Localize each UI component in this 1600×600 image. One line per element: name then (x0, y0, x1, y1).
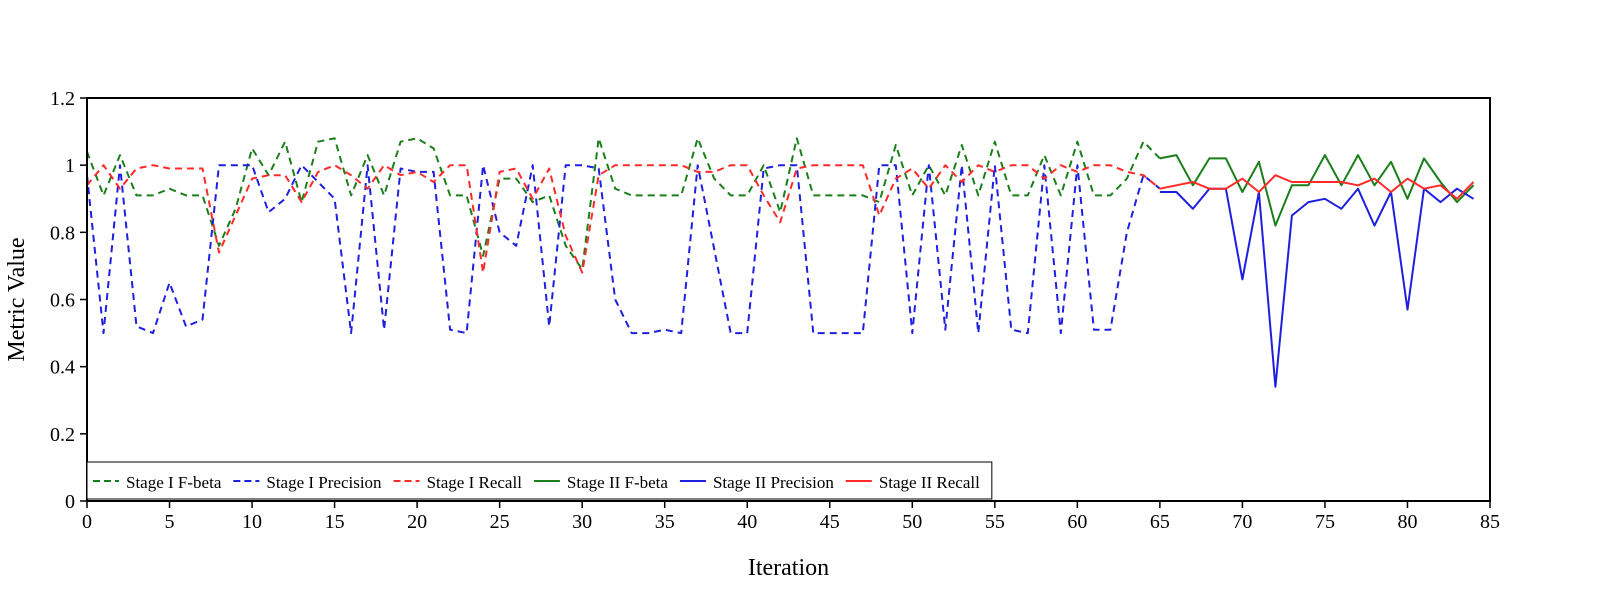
x-tick-label: 40 (737, 511, 757, 533)
series-line-stage-i-precision (86, 164, 1161, 335)
plot-area-frame (86, 97, 1491, 502)
x-tick-label: 25 (490, 511, 510, 533)
x-tick-label: 70 (1232, 511, 1252, 533)
series-line-stage-ii-precision (1159, 187, 1475, 388)
y-tick-label: 0.2 (50, 424, 75, 446)
y-axis-title: Metric Value (4, 237, 30, 361)
x-tick-label: 30 (572, 511, 592, 533)
y-axis: 0 0.2 0.4 0.6 0.8 1 1.2 (50, 88, 87, 513)
legend-label-stage-ii-f-beta: Stage II F-beta (567, 473, 668, 492)
x-tick-label: 55 (985, 511, 1005, 533)
y-tick-label: 1 (65, 155, 75, 177)
legend: Stage I F-beta Stage I Precision Stage I R… (86, 461, 993, 500)
x-tick-label: 0 (82, 511, 92, 533)
x-tick-label: 65 (1150, 511, 1170, 533)
y-tick-label: 0.6 (50, 290, 75, 312)
x-tick-label: 85 (1480, 511, 1500, 533)
x-axis-title: Iteration (748, 555, 829, 581)
legend-label-stage-i-recall: Stage I Recall (427, 473, 523, 492)
y-tick-label: 0.8 (50, 222, 75, 244)
x-tick-label: 10 (242, 511, 262, 533)
series-line-stage-i-recall (86, 164, 1161, 274)
x-tick-label: 20 (407, 511, 427, 533)
x-tick-label: 80 (1397, 511, 1417, 533)
series-line-stage-ii-recall (1159, 174, 1475, 200)
x-tick-label: 60 (1067, 511, 1087, 533)
x-axis: 0 5 10 15 20 25 30 35 40 45 50 55 60 65 70 75 80 85 (82, 501, 1500, 533)
x-tick-label: 15 (325, 511, 345, 533)
x-tick-label: 45 (820, 511, 840, 533)
y-tick-label: 1.2 (50, 88, 75, 110)
x-tick-label: 50 (902, 511, 922, 533)
series-line-stage-i-f-beta (86, 137, 1161, 271)
legend-label-stage-i-precision: Stage I Precision (266, 473, 382, 492)
x-tick-label: 35 (655, 511, 675, 533)
legend-label-stage-ii-recall: Stage II Recall (879, 473, 980, 492)
series-layer (86, 137, 1475, 388)
series-line-stage-ii-f-beta (1159, 154, 1475, 227)
legend-label-stage-ii-precision: Stage II Precision (713, 473, 834, 492)
x-tick-label: 5 (165, 511, 175, 533)
y-tick-label: 0.4 (50, 357, 75, 379)
x-tick-label: 75 (1315, 511, 1335, 533)
y-tick-label: 0 (65, 491, 75, 513)
legend-label-stage-i-f-beta: Stage I F-beta (126, 473, 222, 492)
